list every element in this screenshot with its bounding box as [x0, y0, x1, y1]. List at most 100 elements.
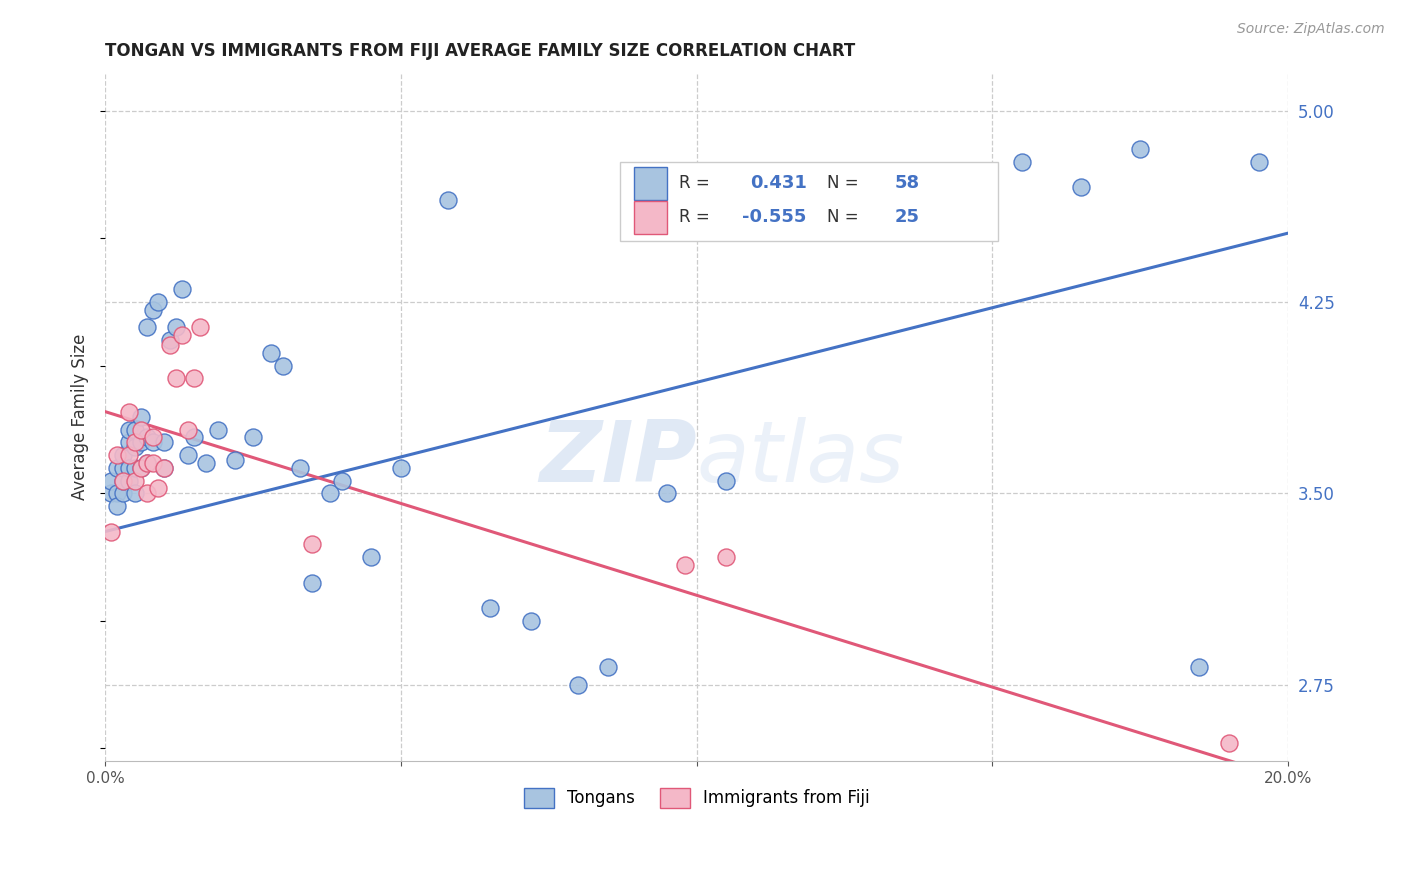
Point [1218, 736, 1240, 750]
Point [111, 474, 134, 488]
Point [105, 460, 128, 475]
Point [260, 346, 283, 360]
Point [118, 474, 141, 488]
Text: N =: N = [827, 208, 859, 226]
Text: -0.555: -0.555 [741, 208, 806, 226]
Text: 58: 58 [894, 174, 920, 192]
Point [124, 441, 146, 455]
Text: 25: 25 [894, 208, 920, 226]
Point [105, 486, 128, 500]
Point [655, 486, 678, 500]
Point [135, 320, 157, 334]
Point [135, 430, 157, 444]
Point [100, 474, 122, 488]
Point [141, 435, 163, 450]
Point [1188, 659, 1211, 673]
Point [330, 474, 353, 488]
Point [177, 423, 200, 437]
Point [111, 474, 134, 488]
Point [118, 460, 141, 475]
Point [172, 328, 194, 343]
Point [124, 435, 146, 450]
Point [135, 456, 157, 470]
Point [141, 430, 163, 444]
Point [1070, 180, 1092, 194]
Point [437, 193, 460, 207]
Point [1247, 154, 1270, 169]
Point [141, 302, 163, 317]
Point [596, 659, 619, 673]
Point [135, 456, 157, 470]
Text: 0.431: 0.431 [749, 174, 807, 192]
Text: Source: ZipAtlas.com: Source: ZipAtlas.com [1237, 22, 1385, 37]
Point [129, 460, 152, 475]
Point [153, 460, 176, 475]
Point [673, 558, 696, 572]
Point [478, 601, 501, 615]
Point [290, 460, 312, 475]
Text: ZIP: ZIP [538, 417, 697, 500]
Point [863, 168, 886, 182]
Point [716, 474, 738, 488]
Text: R =: R = [679, 174, 710, 192]
Point [111, 448, 134, 462]
Point [520, 614, 543, 628]
Point [389, 460, 412, 475]
Point [301, 575, 323, 590]
Point [111, 460, 134, 475]
Point [319, 486, 342, 500]
Point [165, 320, 187, 334]
Point [111, 486, 134, 500]
Point [124, 474, 146, 488]
Point [224, 453, 246, 467]
Text: R =: R = [679, 208, 710, 226]
Point [177, 448, 200, 462]
Point [567, 677, 589, 691]
Point [124, 423, 146, 437]
Point [124, 460, 146, 475]
Point [194, 456, 217, 470]
Point [118, 404, 141, 418]
Point [129, 435, 152, 450]
Point [141, 456, 163, 470]
Point [271, 359, 294, 373]
Point [153, 435, 176, 450]
Point [153, 460, 176, 475]
Point [118, 423, 141, 437]
Point [183, 371, 205, 385]
Point [188, 320, 211, 334]
Point [159, 338, 181, 352]
Point [118, 435, 141, 450]
FancyBboxPatch shape [620, 162, 998, 241]
Point [301, 537, 323, 551]
Point [1129, 142, 1152, 156]
Point [165, 371, 187, 385]
Point [360, 549, 382, 564]
Point [172, 282, 194, 296]
Point [159, 333, 181, 347]
Point [1011, 154, 1033, 169]
Point [124, 486, 146, 500]
FancyBboxPatch shape [634, 167, 666, 200]
Point [148, 481, 170, 495]
Point [105, 448, 128, 462]
Point [129, 409, 152, 424]
Point [148, 295, 170, 310]
Legend: Tongans, Immigrants from Fiji: Tongans, Immigrants from Fiji [517, 781, 876, 814]
Point [129, 423, 152, 437]
Text: TONGAN VS IMMIGRANTS FROM FIJI AVERAGE FAMILY SIZE CORRELATION CHART: TONGAN VS IMMIGRANTS FROM FIJI AVERAGE F… [105, 42, 855, 60]
Point [105, 499, 128, 513]
Point [100, 524, 122, 539]
Text: N =: N = [827, 174, 859, 192]
Point [183, 430, 205, 444]
Point [135, 486, 157, 500]
Point [207, 423, 229, 437]
Point [129, 460, 152, 475]
FancyBboxPatch shape [634, 202, 666, 235]
Y-axis label: Average Family Size: Average Family Size [72, 334, 89, 500]
Text: atlas: atlas [697, 417, 904, 500]
Point [242, 430, 264, 444]
Point [100, 486, 122, 500]
Point [716, 549, 738, 564]
Point [118, 448, 141, 462]
